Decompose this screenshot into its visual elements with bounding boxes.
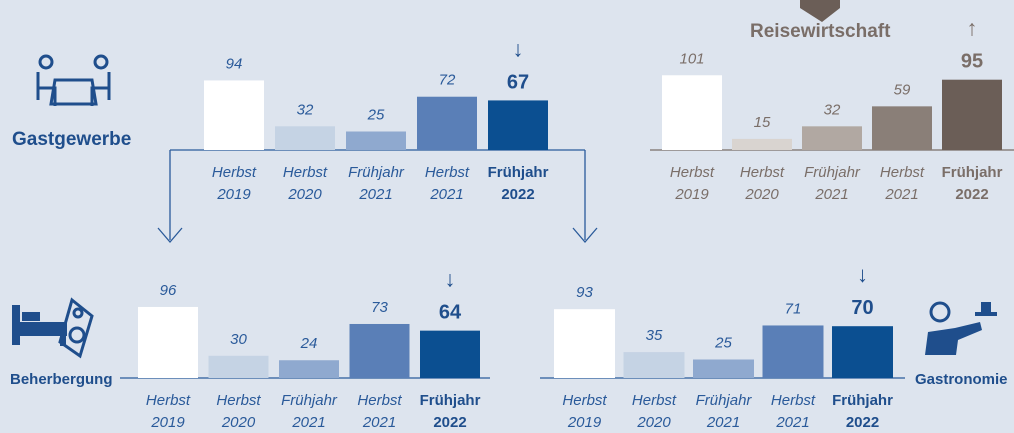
value-label: 101 [679,50,704,67]
x-tick-label: Frühjahr [832,392,893,409]
x-tick-label: Frühjahr [348,164,405,181]
x-tick-label: Frühjahr [804,164,861,181]
bar [208,355,269,378]
x-tick-label: Herbst [771,392,816,409]
value-label: 64 [439,302,462,324]
value-label: 32 [824,101,841,118]
value-label: 95 [961,51,983,73]
x-tick-label: 2020 [287,186,322,203]
x-tick-label: 2022 [955,186,988,203]
x-tick-label: Herbst [740,164,785,181]
x-tick-label: Herbst [146,392,191,409]
x-tick-label: 2021 [291,414,325,431]
trend-arrow: ↑ [967,16,978,41]
x-tick-label: 2020 [744,186,779,203]
x-tick-label: Herbst [425,164,470,181]
x-tick-label: 2022 [846,414,879,431]
bar [420,330,480,378]
value-label: 24 [300,335,318,352]
x-tick-label: 2021 [814,186,848,203]
value-label: 71 [785,300,802,317]
beherbergung-icon [12,297,94,359]
value-label: 35 [646,327,663,344]
x-tick-label: Frühjahr [281,392,338,409]
value-label: 70 [851,297,873,319]
value-label: 30 [230,331,247,348]
x-tick-label: Herbst [216,392,261,409]
x-tick-label: Frühjahr [420,392,481,409]
gastronomie-icon [925,301,997,355]
bar [662,75,722,150]
chart-title: Beherbergung [10,371,113,388]
x-tick-label: 2021 [706,414,740,431]
x-tick-label: Herbst [632,392,677,409]
gastgewerbe-icon [36,54,111,106]
bar [872,106,932,150]
x-tick-label: Herbst [880,164,925,181]
x-tick-label: Herbst [283,164,328,181]
x-tick-label: Frühjahr [696,392,753,409]
x-tick-label: 2019 [567,414,602,431]
bar [346,131,406,150]
x-tick-label: Herbst [562,392,607,409]
value-label: 93 [576,284,593,301]
value-label: 25 [367,107,385,124]
value-label: 67 [507,71,529,93]
x-tick-label: 2022 [501,186,534,203]
bar [762,325,824,378]
bar [832,326,893,378]
bar [942,79,1002,150]
x-tick-label: Herbst [212,164,257,181]
x-tick-label: 2021 [884,186,918,203]
value-label: 25 [714,335,732,352]
bar [488,100,548,150]
chart-title: Reisewirtschaft [750,21,891,42]
x-tick-label: 2021 [429,186,463,203]
bar [138,306,198,378]
x-tick-label: 2020 [221,414,256,431]
x-tick-label: 2021 [775,414,809,431]
bar [279,360,339,378]
trend-arrow: ↓ [513,36,524,61]
trend-arrow: ↓ [857,262,868,287]
bar [417,96,477,150]
x-tick-label: 2019 [150,414,185,431]
x-tick-label: 2019 [216,186,251,203]
value-label: 73 [371,299,388,316]
x-tick-label: Herbst [357,392,402,409]
trend-arrow: ↓ [445,267,456,292]
bar [623,352,685,378]
bar [693,359,754,378]
x-tick-label: 2019 [674,186,709,203]
x-tick-label: Herbst [670,164,715,181]
value-label: 72 [439,72,456,89]
x-tick-label: 2020 [636,414,671,431]
chart-title: Gastronomie [915,371,1008,388]
value-label: 94 [226,55,243,72]
value-label: 15 [754,114,771,131]
bar [204,80,264,150]
x-tick-label: Frühjahr [942,164,1003,181]
bar [349,323,410,378]
value-label: 59 [894,81,911,98]
x-tick-label: Frühjahr [488,164,549,181]
x-tick-label: 2021 [358,186,392,203]
value-label: 32 [297,101,314,118]
bar [732,138,792,150]
x-tick-label: 2021 [362,414,396,431]
charts: Gastgewerbe 94 Herbst 2019 32 Herbst 2020 25 Frü… [10,16,1014,431]
bar [275,126,335,150]
pointer [800,0,840,22]
x-tick-label: 2022 [433,414,466,431]
chart-title: Gastgewerbe [12,129,131,150]
bar [802,126,862,150]
bar [554,309,615,378]
value-label: 96 [160,282,177,299]
